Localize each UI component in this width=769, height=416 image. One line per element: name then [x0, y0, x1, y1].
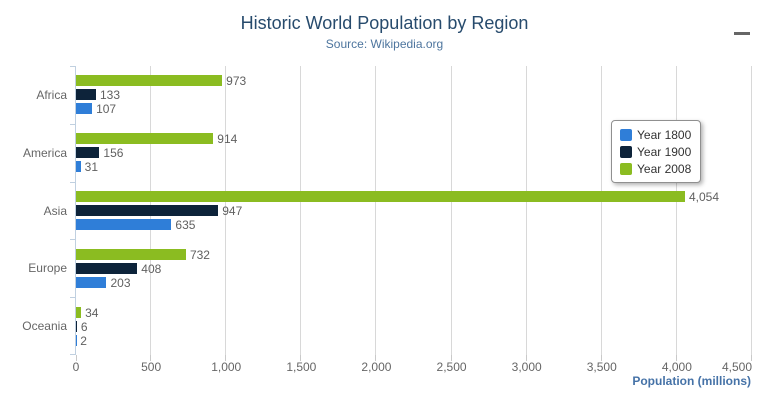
bar-oceania-year-1900[interactable]: [76, 320, 77, 332]
y-axis-tick: [70, 354, 76, 355]
x-axis-tick: [751, 355, 752, 361]
bar-value-label: 34: [85, 305, 99, 320]
gridline: [450, 66, 452, 355]
x-axis-tick: [150, 355, 152, 361]
y-axis-tick: [70, 182, 76, 183]
bar-asia-year-1900[interactable]: [76, 205, 219, 216]
category-label: Africa: [36, 87, 67, 102]
bar-europe-year-1800[interactable]: [76, 276, 107, 288]
legend-symbol: [620, 145, 632, 158]
y-axis-tick: [70, 124, 76, 125]
bar-europe-year-2008[interactable]: [76, 248, 186, 260]
gridline: [675, 66, 677, 355]
x-axis-label: 4,500: [721, 360, 752, 374]
x-axis-label: 1,500: [286, 360, 317, 374]
y-axis-tick: [70, 297, 76, 298]
category-label: Asia: [43, 203, 67, 218]
bar-africa-year-1800[interactable]: [76, 103, 93, 115]
bar-value-label: 31: [84, 160, 99, 175]
bar-value-label: 107: [96, 102, 117, 117]
bar-value-label: 635: [175, 218, 196, 232]
x-axis-title: Population (millions): [632, 374, 751, 388]
legend-item-year-2008[interactable]: Year 2008: [620, 160, 691, 177]
x-axis-label: 1,000: [211, 360, 242, 374]
legend-label: Year 1900: [637, 144, 692, 159]
bar-oceania-year-2008[interactable]: [76, 306, 82, 318]
y-axis-tick: [70, 239, 76, 240]
bar-america-year-1800[interactable]: [76, 161, 81, 173]
gridline: [225, 66, 227, 355]
plot-area: 0 500 1,000 1,500 2,000 2,500 3,000 3,500 4,000 4…: [70, 66, 752, 374]
x-axis-label: 500: [141, 360, 162, 374]
bar-america-year-2008[interactable]: [76, 133, 214, 145]
category-label: Europe: [28, 261, 67, 276]
bar-africa-year-1900[interactable]: [76, 89, 96, 101]
category-label: Oceania: [22, 319, 67, 334]
context-menu-button[interactable]: [732, 22, 752, 42]
gridline: [525, 66, 527, 355]
bar-america-year-1900[interactable]: [76, 147, 100, 159]
x-axis-label: 2,500: [436, 360, 467, 374]
x-axis-label: 3,000: [511, 360, 542, 374]
legend-item-year-1800[interactable]: Year 1800: [620, 126, 691, 143]
x-axis-tick: [525, 355, 527, 361]
bar-value-label: 732: [189, 247, 210, 262]
x-axis-tick: [76, 355, 77, 361]
x-axis-label: 4,000: [661, 360, 692, 374]
bar-value-label: 947: [222, 204, 243, 218]
chart-subtitle: Source: Wikipedia.org: [325, 37, 444, 51]
x-axis-tick: [675, 355, 677, 361]
bar-value-label: 203: [110, 275, 131, 290]
bar-value-label: 4,054: [689, 190, 720, 204]
chart-title: Historic World Population by Region: [240, 13, 529, 33]
x-axis-tick: [450, 355, 452, 361]
x-axis-tick: [375, 355, 377, 361]
bar-asia-year-1800[interactable]: [76, 219, 172, 230]
gridline: [300, 66, 302, 355]
bar-oceania-year-1800[interactable]: [76, 334, 77, 346]
legend-label: Year 2008: [637, 161, 692, 176]
bar-value-label: 408: [141, 261, 162, 276]
gridline: [751, 66, 752, 355]
x-axis-label: 3,500: [586, 360, 617, 374]
gridline: [600, 66, 602, 355]
x-axis-tick: [600, 355, 602, 361]
y-axis-tick: [70, 66, 76, 67]
x-axis-label: 0: [72, 360, 80, 374]
x-axis-label: 2,000: [361, 360, 392, 374]
bar-value-label: 133: [99, 88, 120, 103]
bar-value-label: 914: [217, 132, 238, 147]
x-axis-tick: [225, 355, 227, 361]
bar-value-label: 2: [80, 333, 87, 348]
legend: Year 1800 Year 1900 Year 2008: [611, 120, 702, 183]
bar-europe-year-1900[interactable]: [76, 262, 138, 274]
legend-symbol: [620, 162, 632, 175]
x-axis-tick: [300, 355, 302, 361]
bar-asia-year-2008[interactable]: [76, 191, 685, 202]
legend-symbol: [620, 128, 632, 141]
category-label: America: [22, 145, 67, 160]
legend-item-year-1900[interactable]: Year 1900: [620, 143, 691, 160]
bar-africa-year-2008[interactable]: [76, 75, 223, 87]
gridline: [375, 66, 377, 355]
legend-label: Year 1800: [637, 127, 692, 142]
bar-value-label: 156: [103, 146, 124, 161]
bar-value-label: 6: [80, 319, 88, 334]
bar-value-label: 973: [226, 74, 247, 89]
